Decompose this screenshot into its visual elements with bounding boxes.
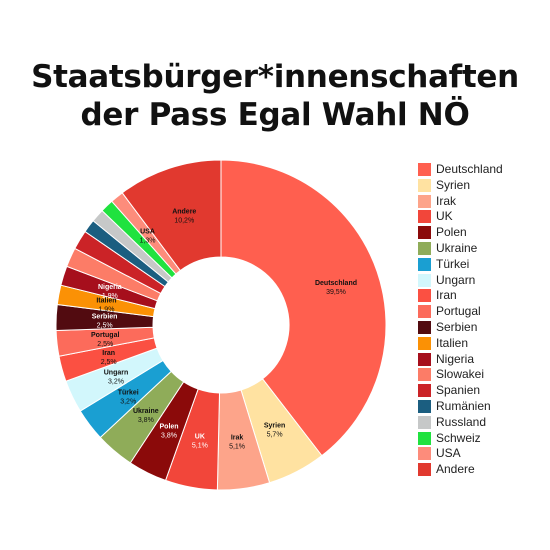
legend-swatch xyxy=(418,431,431,445)
chart-title-line-1: Staatsbürger*innenschaften xyxy=(31,59,519,95)
legend-item-spanien: Spanien xyxy=(418,383,548,398)
slice-value-iran: 2,5% xyxy=(101,359,117,366)
legend-swatch xyxy=(418,273,431,287)
slice-value-nigeria: 1,9% xyxy=(102,293,118,300)
legend-label: USA xyxy=(436,446,461,461)
legend-swatch xyxy=(418,463,431,477)
legend-item-usa: USA xyxy=(418,446,548,461)
slice-label-ukraine: Ukraine xyxy=(133,408,159,415)
legend-swatch xyxy=(418,289,431,303)
legend-item-irak: Irak xyxy=(418,193,548,209)
legend-label: Türkei xyxy=(436,256,470,271)
legend-item-portugal: Portugal xyxy=(418,304,548,319)
legend-label: Andere xyxy=(436,462,475,477)
legend-item-rumaenien: Rumänien xyxy=(418,399,548,414)
legend-swatch xyxy=(418,415,431,429)
legend-label: Slowakei xyxy=(436,367,485,382)
legend-label: Schweiz xyxy=(436,430,481,445)
legend-label: Portugal xyxy=(436,304,481,319)
slice-label-tuerkei: Türkei xyxy=(118,389,139,396)
legend-item-russland: Russland xyxy=(418,414,548,430)
slice-label-serbien: Serbien xyxy=(92,314,118,321)
legend-item-tuerkei: Türkei xyxy=(418,256,548,272)
legend-swatch xyxy=(418,242,431,255)
slice-value-andere: 10,2% xyxy=(174,217,194,224)
legend-swatch xyxy=(418,163,431,176)
slice-label-usa: USA xyxy=(140,229,155,236)
legend-label: Polen xyxy=(436,225,467,240)
legend-item-andere: Andere xyxy=(418,462,548,477)
slice-label-italien: Italien xyxy=(96,298,116,305)
slice-label-uk: UK xyxy=(195,434,205,441)
slice-value-irak: 5,1% xyxy=(229,443,245,450)
legend-swatch xyxy=(418,305,431,319)
legend-label: Deutschland xyxy=(436,162,503,176)
legend-swatch xyxy=(418,210,431,224)
legend-label: Rumänien xyxy=(436,399,491,413)
legend-swatch xyxy=(418,447,431,461)
legend-label: Russland xyxy=(436,414,487,429)
legend-item-nigeria: Nigeria xyxy=(418,351,548,367)
legend-label: Irak xyxy=(436,193,457,208)
legend-swatch xyxy=(418,178,431,192)
legend-item-polen: Polen xyxy=(418,225,548,240)
slice-value-deutschland: 39,5% xyxy=(326,289,346,296)
legend-swatch xyxy=(418,226,431,240)
legend-label: Serbien xyxy=(436,320,478,334)
slice-value-italien: 1,9% xyxy=(98,307,114,314)
legend-label: Italien xyxy=(436,335,469,350)
slice-label-andere: Andere xyxy=(172,208,196,215)
chart-title-line-2: der Pass Egal Wahl NÖ xyxy=(80,97,470,133)
legend-label: Iran xyxy=(436,288,457,303)
legend-swatch xyxy=(418,194,431,208)
legend-swatch xyxy=(418,368,431,382)
legend-item-slowakei: Slowakei xyxy=(418,367,548,382)
legend-label: Ukraine xyxy=(436,241,478,255)
slice-label-deutschland: Deutschland xyxy=(315,280,357,287)
slice-andere xyxy=(121,159,222,272)
slice-labels: Deutschland 39,5% Syrien 5,7% Irak 5,1% UK 5,1%… xyxy=(91,208,357,450)
slice-value-portugal: 2,5% xyxy=(97,341,113,348)
chart-title: Staatsbürger*innenschaften der Pass Egal… xyxy=(0,58,550,134)
slice-label-polen: Polen xyxy=(160,423,179,430)
legend-item-iran: Iran xyxy=(418,288,548,303)
legend-item-serbien: Serbien xyxy=(418,320,548,335)
slice-value-ukraine: 3,8% xyxy=(138,417,154,424)
slice-value-uk: 5,1% xyxy=(192,443,208,450)
slice-value-polen: 3,8% xyxy=(161,432,177,439)
slice-value-usa: 1,3% xyxy=(140,238,156,245)
legend-label: UK xyxy=(436,209,453,224)
legend-label: Ungarn xyxy=(436,272,476,287)
slice-deutschland xyxy=(220,159,387,457)
slice-label-syrien: Syrien xyxy=(264,422,285,429)
legend-swatch xyxy=(418,400,431,413)
slice-value-tuerkei: 3,2% xyxy=(120,398,136,405)
legend-swatch xyxy=(418,352,431,366)
slice-value-ungarn: 3,2% xyxy=(108,378,124,385)
slice-label-ungarn: Ungarn xyxy=(104,369,129,376)
slice-value-syrien: 5,7% xyxy=(267,431,283,438)
legend-item-schweiz: Schweiz xyxy=(418,430,548,446)
donut-slices xyxy=(55,159,387,491)
legend-item-deutschland: Deutschland xyxy=(418,162,548,177)
slice-label-nigeria: Nigeria xyxy=(98,284,122,291)
legend-item-ukraine: Ukraine xyxy=(418,241,548,256)
legend-item-uk: UK xyxy=(418,209,548,224)
slice-label-portugal: Portugal xyxy=(91,332,119,339)
slice-label-irak: Irak xyxy=(231,434,244,441)
legend-label: Spanien xyxy=(436,383,481,398)
legend-swatch xyxy=(418,321,431,334)
legend-label: Nigeria xyxy=(436,351,475,366)
legend-item-ungarn: Ungarn xyxy=(418,272,548,288)
legend-label: Syrien xyxy=(436,177,471,192)
legend-swatch xyxy=(418,384,431,398)
legend-item-italien: Italien xyxy=(418,335,548,351)
legend-swatch xyxy=(418,336,431,350)
legend-item-syrien: Syrien xyxy=(418,177,548,193)
legend-swatch xyxy=(418,257,431,271)
slice-value-serbien: 2,5% xyxy=(97,323,113,330)
slice-label-iran: Iran xyxy=(102,350,115,357)
